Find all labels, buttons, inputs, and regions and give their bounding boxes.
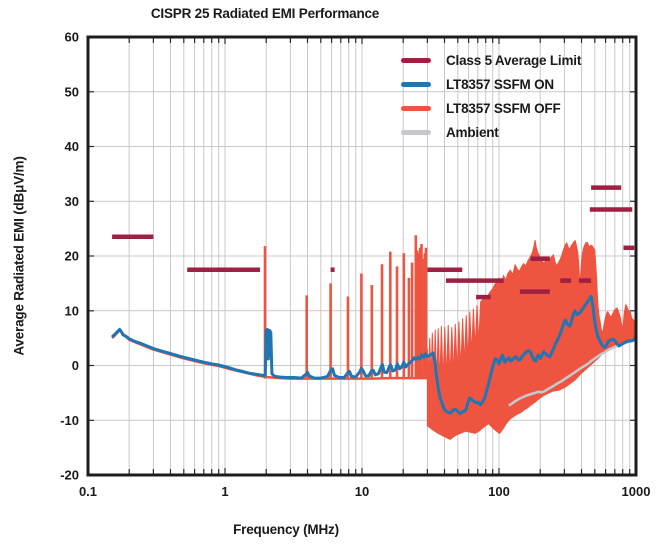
svg-text:-10: -10 xyxy=(60,413,79,428)
svg-text:10: 10 xyxy=(355,484,369,499)
legend-item-class5-limit: Class 5 Average Limit xyxy=(401,52,581,68)
ambient-swatch xyxy=(401,129,431,135)
svg-text:50: 50 xyxy=(65,84,79,99)
svg-text:40: 40 xyxy=(65,139,79,154)
ssfm-off-swatch xyxy=(401,105,431,111)
svg-text:100: 100 xyxy=(488,484,510,499)
svg-text:10: 10 xyxy=(65,303,79,318)
x-axis-label: Frequency (MHz) xyxy=(233,522,339,537)
svg-text:20: 20 xyxy=(65,249,79,264)
svg-text:60: 60 xyxy=(65,30,79,45)
svg-text:30: 30 xyxy=(65,194,79,209)
svg-text:0.1: 0.1 xyxy=(79,484,97,499)
y-axis-label: Average Radiated EMI (dBμV/m) xyxy=(11,156,27,356)
legend-item-ambient: Ambient xyxy=(401,124,581,140)
svg-text:1000: 1000 xyxy=(622,484,651,499)
legend-item-ssfm-off: LT8357 SSFM OFF xyxy=(401,100,581,116)
svg-text:1: 1 xyxy=(221,484,228,499)
chart-legend: Class 5 Average Limit LT8357 SSFM ON LT8… xyxy=(401,52,581,140)
legend-label: Class 5 Average Limit xyxy=(446,52,582,68)
svg-text:0: 0 xyxy=(72,358,79,373)
legend-item-ssfm-on: LT8357 SSFM ON xyxy=(401,76,581,92)
chart-title: CISPR 25 Radiated EMI Performance xyxy=(150,6,380,21)
legend-label: LT8357 SSFM ON xyxy=(446,76,554,92)
svg-text:-20: -20 xyxy=(60,468,79,483)
legend-label: LT8357 SSFM OFF xyxy=(446,100,561,116)
legend-label: Ambient xyxy=(446,124,499,140)
ssfm-on-swatch xyxy=(401,81,431,87)
class5-limit-swatch xyxy=(401,57,431,63)
